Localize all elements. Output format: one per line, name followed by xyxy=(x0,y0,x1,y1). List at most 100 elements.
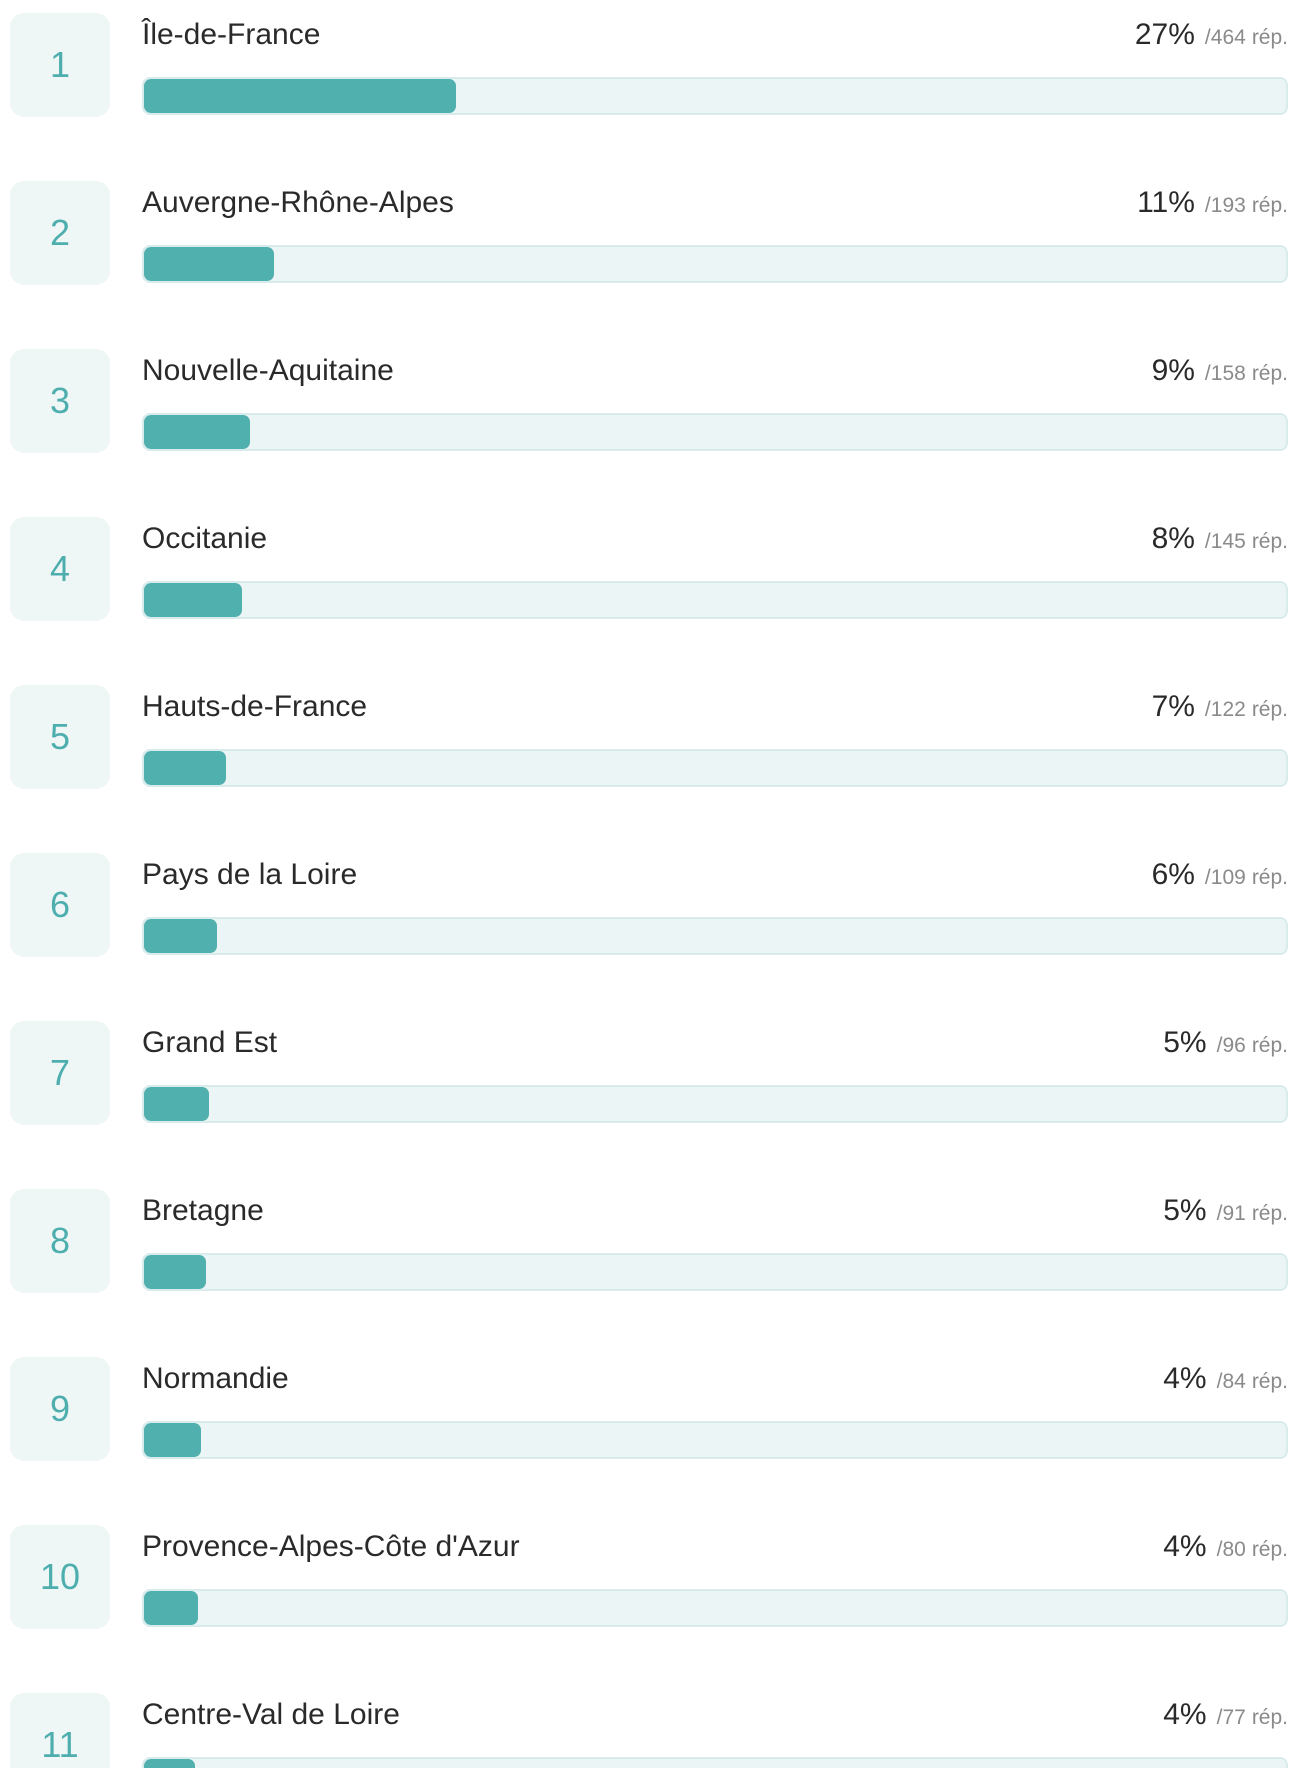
rank-badge: 7 xyxy=(10,1021,110,1125)
progress-track xyxy=(142,749,1288,787)
region-name: Occitanie xyxy=(142,522,268,555)
region-name: Île-de-France xyxy=(142,18,321,51)
region-row: 1 Île-de-France 27% /464 rép. xyxy=(0,0,1292,130)
region-stats: 8% /145 rép. xyxy=(1152,522,1288,556)
progress-fill xyxy=(144,1759,196,1768)
percent-value: 27% xyxy=(1134,18,1195,51)
progress-fill xyxy=(144,1591,198,1625)
response-count: 109 xyxy=(1210,866,1246,889)
rank-badge: 10 xyxy=(10,1525,110,1629)
stats-separator: / xyxy=(1216,1370,1223,1393)
region-stats: 27% /464 rép. xyxy=(1135,18,1288,52)
percent-value: 11% xyxy=(1137,186,1195,219)
rank-badge: 6 xyxy=(10,853,110,957)
region-stats: 5% /96 rép. xyxy=(1163,1026,1288,1060)
progress-track xyxy=(142,1085,1288,1123)
percent-value: 9% xyxy=(1151,354,1195,387)
response-unit: rép. xyxy=(1251,866,1288,889)
rank-badge: 4 xyxy=(10,517,110,621)
region-row: 5 Hauts-de-France 7% /122 rép. xyxy=(0,672,1292,802)
response-unit: rép. xyxy=(1251,1202,1288,1225)
region-stats: 5% /91 rép. xyxy=(1163,1194,1288,1228)
progress-fill xyxy=(144,247,275,281)
region-name: Nouvelle-Aquitaine xyxy=(142,354,394,387)
progress-fill xyxy=(144,919,218,953)
rank-badge: 8 xyxy=(10,1189,110,1293)
region-row: 4 Occitanie 8% /145 rép. xyxy=(0,504,1292,634)
region-row: 6 Pays de la Loire 6% /109 rép. xyxy=(0,840,1292,970)
response-count: 84 xyxy=(1222,1370,1246,1393)
progress-track xyxy=(142,1757,1288,1768)
region-stats: 9% /158 rép. xyxy=(1152,354,1288,388)
stats-separator: / xyxy=(1204,698,1211,721)
progress-fill xyxy=(144,1255,206,1289)
rank-badge: 9 xyxy=(10,1357,110,1461)
response-unit: rép. xyxy=(1251,1538,1288,1561)
response-count: 80 xyxy=(1222,1538,1246,1561)
region-stats: 4% /77 rép. xyxy=(1163,1698,1288,1732)
percent-value: 5% xyxy=(1163,1026,1207,1059)
progress-fill xyxy=(144,583,243,617)
rank-badge: 11 xyxy=(10,1693,110,1768)
stats-separator: / xyxy=(1204,530,1211,553)
stats-separator: / xyxy=(1216,1034,1223,1057)
response-unit: rép. xyxy=(1251,1370,1288,1393)
percent-value: 6% xyxy=(1151,858,1195,891)
stats-separator: / xyxy=(1204,362,1211,385)
region-row: 7 Grand Est 5% /96 rép. xyxy=(0,1008,1292,1138)
rank-badge: 5 xyxy=(10,685,110,789)
progress-track xyxy=(142,581,1288,619)
progress-fill xyxy=(144,1087,210,1121)
response-unit: rép. xyxy=(1251,26,1288,49)
region-stats: 7% /122 rép. xyxy=(1152,690,1288,724)
response-count: 77 xyxy=(1222,1706,1246,1729)
response-count: 91 xyxy=(1222,1202,1246,1225)
percent-value: 4% xyxy=(1163,1530,1207,1563)
progress-fill xyxy=(144,79,456,113)
response-unit: rép. xyxy=(1251,698,1288,721)
progress-track xyxy=(142,1253,1288,1291)
progress-fill xyxy=(144,751,227,785)
region-row: 8 Bretagne 5% /91 rép. xyxy=(0,1176,1292,1306)
response-count: 145 xyxy=(1210,530,1246,553)
response-count: 158 xyxy=(1210,362,1246,385)
region-name: Centre-Val de Loire xyxy=(142,1698,400,1731)
region-stats: 11% /193 rép. xyxy=(1137,186,1288,220)
response-count: 464 xyxy=(1210,26,1246,49)
percent-value: 4% xyxy=(1163,1362,1207,1395)
percent-value: 7% xyxy=(1151,690,1195,723)
region-row: 11 Centre-Val de Loire 4% /77 rép. xyxy=(0,1680,1292,1768)
region-name: Normandie xyxy=(142,1362,289,1395)
response-unit: rép. xyxy=(1251,1034,1288,1057)
region-stats: 4% /80 rép. xyxy=(1163,1530,1288,1564)
progress-track xyxy=(142,77,1288,115)
region-row: 9 Normandie 4% /84 rép. xyxy=(0,1344,1292,1474)
rank-badge: 3 xyxy=(10,349,110,453)
stats-separator: / xyxy=(1204,866,1211,889)
region-name: Pays de la Loire xyxy=(142,858,358,891)
region-stats: 6% /109 rép. xyxy=(1152,858,1288,892)
response-unit: rép. xyxy=(1251,1706,1288,1729)
response-unit: rép. xyxy=(1251,362,1288,385)
percent-value: 4% xyxy=(1163,1698,1207,1731)
stats-separator: / xyxy=(1216,1706,1223,1729)
region-name: Bretagne xyxy=(142,1194,264,1227)
rank-badge: 1 xyxy=(10,13,110,117)
progress-track xyxy=(142,245,1288,283)
region-row: 10 Provence-Alpes-Côte d'Azur 4% /80 rép. xyxy=(0,1512,1292,1642)
region-name: Grand Est xyxy=(142,1026,278,1059)
stats-separator: / xyxy=(1204,194,1211,217)
region-name: Provence-Alpes-Côte d'Azur xyxy=(142,1530,520,1563)
progress-track xyxy=(142,1421,1288,1459)
percent-value: 5% xyxy=(1163,1194,1207,1227)
response-unit: rép. xyxy=(1251,194,1288,217)
stats-separator: / xyxy=(1204,26,1211,49)
response-unit: rép. xyxy=(1251,530,1288,553)
stats-separator: / xyxy=(1216,1538,1223,1561)
region-name: Hauts-de-France xyxy=(142,690,368,723)
stats-separator: / xyxy=(1216,1202,1223,1225)
response-count: 96 xyxy=(1222,1034,1246,1057)
progress-track xyxy=(142,413,1288,451)
region-row: 2 Auvergne-Rhône-Alpes 11% /193 rép. xyxy=(0,168,1292,298)
